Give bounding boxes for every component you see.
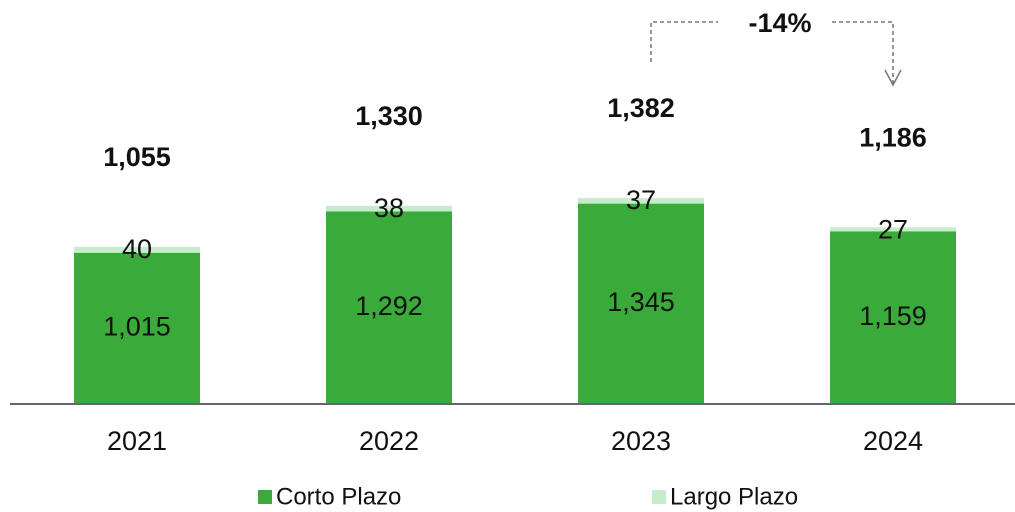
change-arrow — [884, 69, 902, 87]
value-label: 1,292 — [355, 291, 423, 321]
change-annotation: -14% — [748, 8, 811, 38]
total-label: 1,382 — [607, 93, 675, 123]
legend-swatch — [652, 490, 666, 504]
value-label: 1,159 — [859, 301, 927, 331]
legend-label: Corto Plazo — [276, 483, 401, 510]
x-tick-label: 2024 — [863, 426, 923, 456]
value-label: 1,345 — [607, 287, 675, 317]
value-label: 40 — [122, 234, 152, 264]
x-tick-label: 2023 — [611, 426, 671, 456]
legend-label: Largo Plazo — [670, 483, 798, 510]
value-label: 38 — [374, 193, 404, 223]
value-label: 27 — [878, 214, 908, 244]
value-label: 1,015 — [103, 312, 171, 342]
bar-segment — [74, 252, 200, 404]
x-tick-label: 2022 — [359, 426, 419, 456]
total-label: 1,186 — [859, 122, 927, 152]
bar-segment — [74, 246, 200, 253]
bar-segment — [830, 231, 956, 404]
bar-segment — [326, 205, 452, 212]
total-label: 1,055 — [103, 142, 171, 172]
change-bracket — [650, 21, 894, 84]
x-tick-label: 2021 — [107, 426, 167, 456]
bar-segment — [830, 227, 956, 232]
value-label: 37 — [626, 185, 656, 215]
bar-segment — [326, 211, 452, 404]
bar-segment — [578, 198, 704, 204]
total-label: 1,330 — [355, 101, 423, 131]
legend-swatch — [258, 490, 272, 504]
bar-segment — [578, 203, 704, 404]
